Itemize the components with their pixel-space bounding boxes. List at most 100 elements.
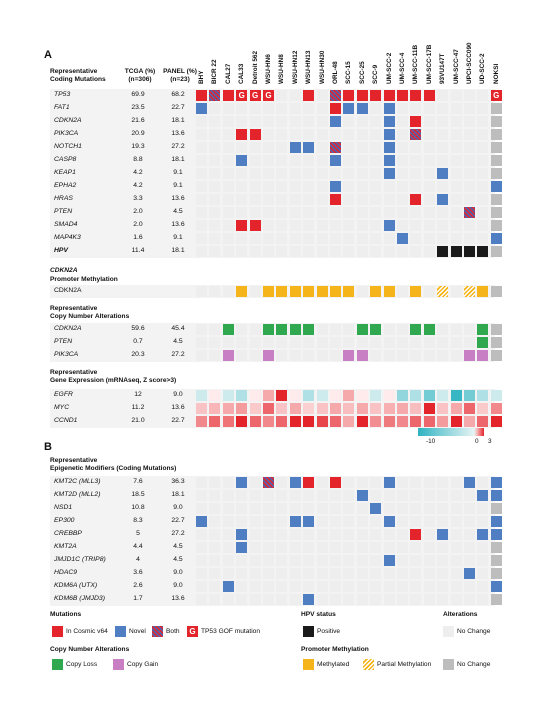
epigenetic-cell — [437, 529, 449, 540]
expression-cell — [423, 416, 435, 427]
cna-gene-label: CDKN2A — [54, 325, 82, 332]
mutation-panel-value: 9.1 — [173, 182, 183, 189]
mutation-cell: G — [249, 90, 261, 101]
methylation-cell — [330, 286, 341, 297]
mutation-cell — [477, 194, 489, 205]
mutation-cell — [289, 168, 301, 179]
mutation-cell — [289, 194, 301, 205]
mutation-gene-label: MAP4K3 — [54, 234, 81, 241]
epigenetic-cell — [330, 542, 341, 553]
mutation-cell — [330, 168, 341, 179]
mutation-cell — [370, 233, 382, 244]
cell-line-label: UM-SCC-2 — [385, 52, 393, 84]
mutation-cell — [383, 220, 395, 231]
epigenetic-cell — [450, 490, 462, 501]
epigenetic-cell — [209, 490, 221, 501]
mutation-cell — [437, 129, 449, 140]
mutation-cell — [356, 194, 368, 205]
epigenetic-cell — [397, 581, 408, 592]
mutation-cell: G — [263, 90, 274, 101]
epigenetic-cell — [343, 490, 355, 501]
mutation-cell — [330, 129, 341, 140]
expression-cell — [356, 390, 368, 401]
mutation-tcga-value: 2.0 — [133, 221, 143, 228]
mutation-cell — [236, 168, 248, 179]
mutation-cell — [423, 116, 435, 127]
expression-cell — [397, 390, 408, 401]
mutation-cell — [356, 155, 368, 166]
expression-cell — [249, 416, 261, 427]
mutation-cell — [276, 233, 288, 244]
epigenetic-cell — [330, 516, 341, 527]
mutation-cell — [289, 90, 301, 101]
expression-cell — [209, 403, 221, 414]
panel-b-letter: B — [44, 441, 52, 453]
epigenetic-cell — [490, 594, 502, 605]
cna-cell — [356, 337, 368, 348]
expression-cell — [330, 390, 341, 401]
epigenetic-cell — [209, 568, 221, 579]
mutation-cell — [397, 194, 408, 205]
mutation-cell — [450, 103, 462, 114]
mutation-cell — [423, 129, 435, 140]
legend-methylated-label: Methylated — [317, 661, 350, 668]
legend-swatch-copy-gain — [113, 659, 124, 670]
epigenetic-cell — [209, 594, 221, 605]
mutation-panel-value: 9.1 — [173, 169, 183, 176]
epigenetic-cell — [236, 594, 248, 605]
mutation-cell — [289, 129, 301, 140]
mutation-cell — [410, 233, 422, 244]
epigenetic-panel-value: 4.5 — [173, 543, 183, 550]
epigenetic-cell — [383, 568, 395, 579]
mutation-cell — [276, 168, 288, 179]
mutation-tcga-value: 69.9 — [131, 91, 145, 98]
mutation-cell — [289, 207, 301, 218]
expression-cell — [370, 390, 382, 401]
cna-cell — [222, 324, 234, 335]
epigenetic-cell — [196, 529, 207, 540]
legend-no-change-label: No Change — [457, 628, 491, 635]
epigenetic-cell — [383, 529, 395, 540]
epigenetic-cell — [222, 477, 234, 488]
mutation-cell — [383, 181, 395, 192]
epigenetic-cell — [289, 581, 301, 592]
expression-cell — [249, 403, 261, 414]
mutation-cell — [490, 142, 502, 153]
mutation-gene-label: EPHA2 — [54, 182, 77, 189]
expression-cell — [383, 390, 395, 401]
mutation-cell — [236, 116, 248, 127]
expression-cell — [330, 403, 341, 414]
cna-cell — [263, 350, 274, 361]
epigenetic-cell — [276, 542, 288, 553]
mutation-cell — [209, 246, 221, 257]
cna-cell — [490, 350, 502, 361]
cna-panel-value: 45.4 — [171, 325, 185, 332]
expression-panel-value: 9.0 — [173, 391, 183, 398]
epigenetic-cell — [450, 555, 462, 566]
mutation-cell — [397, 207, 408, 218]
cna-cell — [410, 324, 422, 335]
mutation-gene-label: CASP8 — [54, 156, 77, 163]
mutation-cell — [397, 116, 408, 127]
epigenetic-cell — [209, 516, 221, 527]
mutation-cell — [383, 155, 395, 166]
epigenetic-cell — [263, 581, 274, 592]
epigenetic-cell — [490, 477, 502, 488]
mutation-cell — [196, 129, 207, 140]
expression-cell — [343, 416, 355, 427]
epigenetic-cell — [423, 516, 435, 527]
cell-line-label: BHY — [198, 70, 205, 85]
cna-cell — [343, 350, 355, 361]
mutation-cell — [196, 142, 207, 153]
epigenetic-cell — [330, 555, 341, 566]
epigenetic-cell — [410, 568, 422, 579]
epigenetic-cell — [343, 503, 355, 514]
expression-cell — [464, 390, 475, 401]
cna-cell — [450, 337, 462, 348]
epigenetic-cell — [330, 490, 341, 501]
cna-cell — [236, 350, 248, 361]
cna-cell — [249, 337, 261, 348]
epigenetic-cell — [330, 529, 341, 540]
mutation-cell — [437, 181, 449, 192]
mutation-cell — [490, 116, 502, 127]
